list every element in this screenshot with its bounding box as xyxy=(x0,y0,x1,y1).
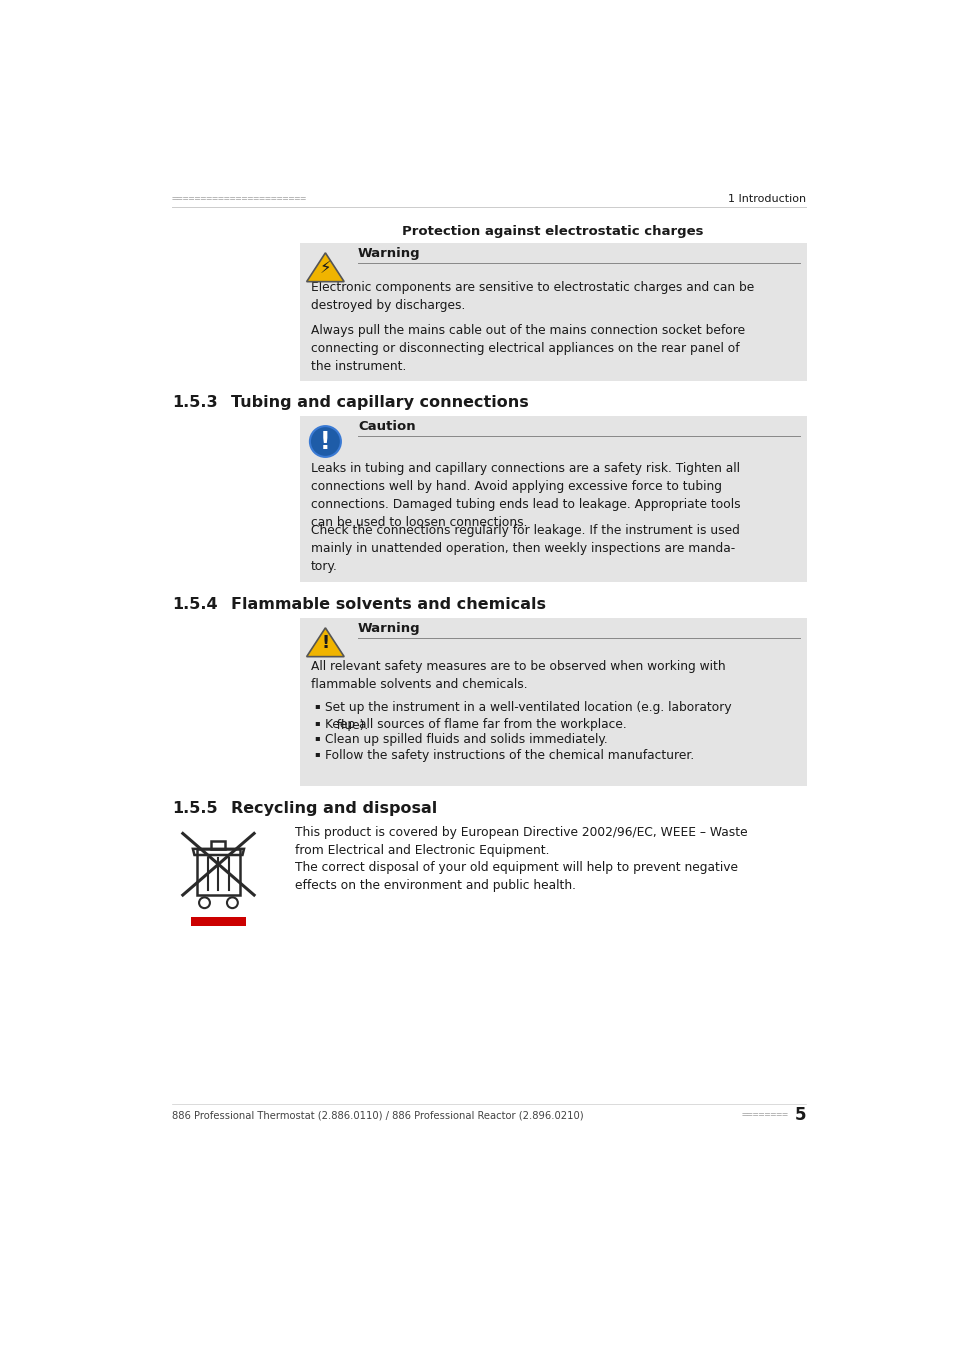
Text: All relevant safety measures are to be observed when working with
flammable solv: All relevant safety measures are to be o… xyxy=(311,660,724,691)
FancyBboxPatch shape xyxy=(191,917,246,926)
Text: This product is covered by European Directive 2002/96/EC, WEEE – Waste
from Elec: This product is covered by European Dire… xyxy=(294,826,747,857)
Text: !: ! xyxy=(320,429,331,454)
FancyBboxPatch shape xyxy=(299,618,806,786)
Polygon shape xyxy=(306,252,344,282)
Text: Flammable solvents and chemicals: Flammable solvents and chemicals xyxy=(231,597,545,613)
Circle shape xyxy=(310,427,340,456)
FancyBboxPatch shape xyxy=(299,243,806,382)
Text: 5: 5 xyxy=(794,1106,805,1125)
Text: ⚡: ⚡ xyxy=(319,259,331,277)
Text: ▪: ▪ xyxy=(314,733,319,743)
Text: Check the connections regularly for leakage. If the instrument is used
mainly in: Check the connections regularly for leak… xyxy=(311,524,739,572)
Text: ========: ======== xyxy=(741,1110,788,1120)
Text: The correct disposal of your old equipment will help to prevent negative
effects: The correct disposal of your old equipme… xyxy=(294,861,738,892)
Text: Clean up spilled fluids and solids immediately.: Clean up spilled fluids and solids immed… xyxy=(324,733,607,747)
Text: Recycling and disposal: Recycling and disposal xyxy=(231,802,436,817)
Text: Protection against electrostatic charges: Protection against electrostatic charges xyxy=(402,225,703,238)
Text: ▪: ▪ xyxy=(314,749,319,757)
Text: 1 Introduction: 1 Introduction xyxy=(727,194,805,204)
Text: Always pull the mains cable out of the mains connection socket before
connecting: Always pull the mains cable out of the m… xyxy=(311,324,744,373)
Text: Electronic components are sensitive to electrostatic charges and can be
destroye: Electronic components are sensitive to e… xyxy=(311,281,753,312)
Text: 886 Professional Thermostat (2.886.0110) / 886 Professional Reactor (2.896.0210): 886 Professional Thermostat (2.886.0110)… xyxy=(172,1110,583,1120)
Text: Set up the instrument in a well-ventilated location (e.g. laboratory
   flue).: Set up the instrument in a well-ventilat… xyxy=(324,701,731,732)
Text: Follow the safety instructions of the chemical manufacturer.: Follow the safety instructions of the ch… xyxy=(324,749,693,761)
FancyBboxPatch shape xyxy=(299,416,806,582)
Polygon shape xyxy=(306,628,344,656)
Text: 1.5.4: 1.5.4 xyxy=(172,597,217,613)
Text: !: ! xyxy=(321,634,329,652)
Text: Warning: Warning xyxy=(357,622,420,634)
Text: ▪: ▪ xyxy=(314,718,319,726)
Text: 1.5.3: 1.5.3 xyxy=(172,394,217,410)
Text: Keep all sources of flame far from the workplace.: Keep all sources of flame far from the w… xyxy=(324,718,626,730)
Text: Leaks in tubing and capillary connections are a safety risk. Tighten all
connect: Leaks in tubing and capillary connection… xyxy=(311,462,740,529)
Text: =======================: ======================= xyxy=(172,194,307,204)
Text: Warning: Warning xyxy=(357,247,420,261)
Text: Caution: Caution xyxy=(357,420,416,433)
Text: 1.5.5: 1.5.5 xyxy=(172,802,217,817)
Text: Tubing and capillary connections: Tubing and capillary connections xyxy=(231,394,528,410)
Text: ▪: ▪ xyxy=(314,701,319,710)
